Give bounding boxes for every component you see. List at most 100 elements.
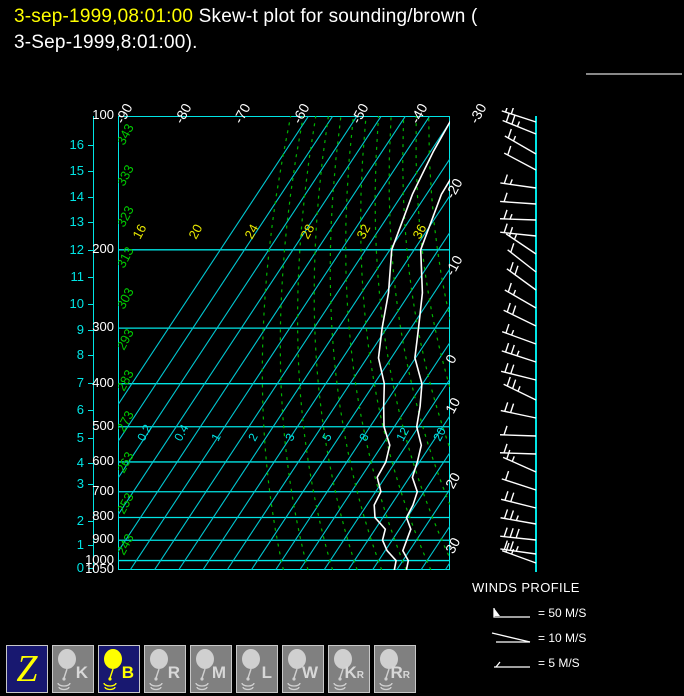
svg-text:0.4: 0.4 bbox=[171, 422, 191, 444]
pressure-tick-label: 1000 bbox=[85, 551, 114, 567]
altitude-tick-label: 3 bbox=[76, 476, 84, 491]
altitude-tick-label: 1 bbox=[76, 537, 84, 552]
altitude-tick bbox=[88, 145, 94, 146]
altitude-tick-label: 6 bbox=[76, 402, 84, 417]
svg-text:2: 2 bbox=[245, 431, 261, 444]
skewt-plot[interactable]: 343 333 323 313 303 293 283 273 263 253 243 16 20 24 2… bbox=[118, 116, 450, 570]
pressure-tick-label: 700 bbox=[92, 482, 114, 498]
altitude-tick bbox=[88, 222, 94, 223]
svg-text:333: 333 bbox=[118, 162, 137, 188]
wind-legend-label: = 5 M/S bbox=[538, 655, 580, 670]
altitude-tick-label: 8 bbox=[76, 347, 84, 362]
altitude-tick-label: 0 bbox=[76, 560, 84, 575]
wind-legend-item: = 10 M/S bbox=[486, 630, 586, 645]
balloon-icon bbox=[195, 649, 214, 691]
altitude-tick bbox=[88, 463, 94, 464]
altitude-tick bbox=[88, 197, 94, 198]
svg-text:36: 36 bbox=[409, 222, 429, 242]
balloon-icon bbox=[379, 649, 398, 691]
svg-text:243: 243 bbox=[118, 531, 137, 557]
altitude-tick bbox=[88, 355, 94, 356]
svg-text:5: 5 bbox=[319, 431, 335, 444]
pressure-tick-label: 900 bbox=[92, 531, 114, 547]
toolbar-button-l-sounding[interactable]: L bbox=[236, 645, 278, 693]
svg-text:0.2: 0.2 bbox=[134, 422, 154, 444]
pressure-tick-label: 800 bbox=[92, 508, 114, 524]
pressure-tick-label: 500 bbox=[92, 417, 114, 433]
pressure-tick-label: 300 bbox=[92, 319, 114, 335]
altitude-tick bbox=[88, 250, 94, 251]
balloon-icon bbox=[287, 649, 306, 691]
toolbar-button-label: K bbox=[75, 663, 88, 682]
toolbar-button-label: B bbox=[121, 663, 134, 682]
wind-legend-label: = 10 M/S bbox=[538, 630, 587, 645]
altitude-tick-label: 4 bbox=[76, 455, 84, 470]
altitude-tick bbox=[88, 438, 94, 439]
altitude-tick-label: 7 bbox=[76, 375, 84, 390]
full-barb-icon bbox=[491, 632, 531, 643]
svg-text:20: 20 bbox=[430, 425, 449, 444]
balloon-icon bbox=[57, 649, 76, 691]
altitude-tick bbox=[88, 383, 94, 384]
toolbar-button-label: R bbox=[167, 663, 180, 682]
toolbar-button-zoom[interactable]: Z bbox=[6, 645, 48, 693]
toolbar-button-k-index[interactable]: K bbox=[52, 645, 94, 693]
toolbar-button-rr-sounding[interactable]: RR bbox=[374, 645, 416, 693]
svg-text:253: 253 bbox=[118, 490, 137, 516]
svg-text:293: 293 bbox=[118, 326, 137, 352]
wind-legend-label: = 50 M/S bbox=[538, 605, 587, 620]
toolbar-button-r-sounding[interactable]: R bbox=[144, 645, 186, 693]
pennant-icon bbox=[493, 607, 530, 618]
wind-legend-item: = 5 M/S bbox=[486, 655, 580, 670]
svg-text:16: 16 bbox=[129, 222, 149, 242]
pressure-tick-label: 600 bbox=[92, 452, 114, 468]
altitude-tick-label: 13 bbox=[69, 214, 84, 229]
balloon-icon bbox=[333, 649, 352, 691]
altitude-tick-label: 16 bbox=[69, 137, 84, 152]
balloon-icon bbox=[103, 649, 122, 691]
toolbar-button-w-sounding[interactable]: W bbox=[282, 645, 324, 693]
sounding-toolbar[interactable]: Z K B R M L W KR RR bbox=[6, 645, 416, 693]
altitude-tick bbox=[88, 521, 94, 522]
zoom-icon: Z bbox=[16, 648, 38, 690]
altitude-tick-label: 15 bbox=[69, 163, 84, 178]
pressure-tick-label: 1050 bbox=[85, 561, 114, 576]
toolbar-button-label: KR bbox=[344, 663, 364, 682]
altitude-tick-label: 12 bbox=[69, 242, 84, 257]
toolbar-button-m-sounding[interactable]: M bbox=[190, 645, 232, 693]
altitude-tick-label: 11 bbox=[70, 269, 85, 284]
svg-text:28: 28 bbox=[297, 222, 317, 242]
toolbar-button-b-sounding[interactable]: B bbox=[98, 645, 140, 693]
toolbar-button-label: M bbox=[211, 663, 226, 682]
toolbar-button-kr-sounding[interactable]: KR bbox=[328, 645, 370, 693]
svg-text:313: 313 bbox=[118, 244, 137, 270]
altitude-tick-label: 9 bbox=[76, 322, 84, 337]
wind-profile-plot[interactable] bbox=[470, 108, 600, 578]
toolbar-button-label: W bbox=[301, 663, 318, 682]
altitude-tick-label: 10 bbox=[69, 296, 84, 311]
svg-text:8: 8 bbox=[356, 431, 372, 444]
svg-text:20: 20 bbox=[185, 222, 205, 242]
balloon-icon bbox=[241, 649, 260, 691]
pressure-tick-label: 100 bbox=[92, 107, 114, 122]
wind-legend-item: = 50 M/S bbox=[486, 605, 586, 620]
altitude-tick bbox=[88, 171, 94, 172]
pressure-tick-label: 200 bbox=[92, 240, 114, 256]
altitude-axis-line bbox=[93, 116, 94, 572]
altitude-tick-label: 5 bbox=[76, 430, 84, 445]
header-divider bbox=[586, 73, 682, 75]
balloon-icon bbox=[149, 649, 168, 691]
altitude-tick bbox=[88, 484, 94, 485]
toolbar-button-label: RR bbox=[390, 663, 410, 682]
svg-text:343: 343 bbox=[118, 121, 137, 147]
svg-text:24: 24 bbox=[241, 222, 261, 242]
altitude-tick bbox=[88, 304, 94, 305]
title-second-line: 3-Sep-1999,8:01:00). bbox=[14, 32, 198, 53]
pressure-tick-label: 400 bbox=[92, 374, 114, 390]
altitude-tick-label: 14 bbox=[69, 189, 84, 204]
altitude-tick bbox=[88, 410, 94, 411]
svg-text:273: 273 bbox=[118, 408, 137, 434]
title-description: Skew-t plot for sounding/brown ( bbox=[198, 6, 478, 27]
